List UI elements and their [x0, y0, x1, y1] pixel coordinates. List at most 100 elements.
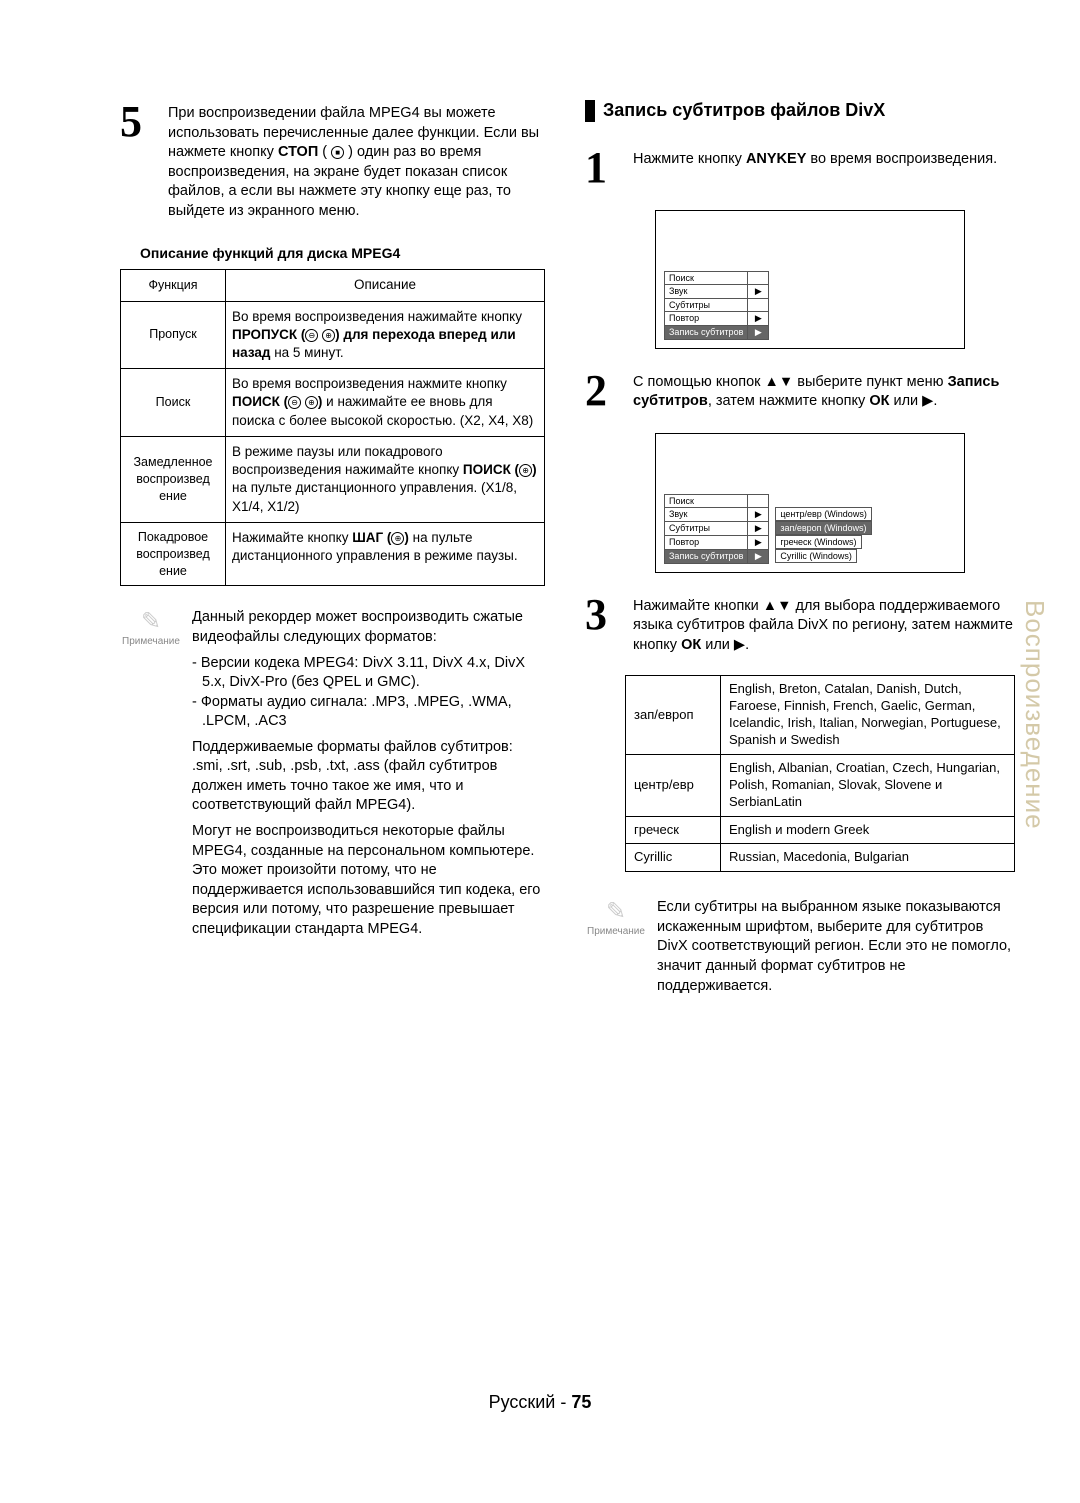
cell-region: Cyrillic [626, 844, 721, 872]
table-row: греческEnglish и modern Greek [626, 816, 1015, 844]
note-paragraph: Это может произойти потому, что не подде… [192, 861, 545, 939]
col-header-function: Функция [121, 270, 226, 301]
menu-arrow: ▶ [748, 535, 769, 549]
cell-langs: English, Albanian, Croatian, Czech, Hung… [721, 754, 1015, 816]
menu-item: Звук [665, 507, 748, 521]
cell-func: Поиск [121, 369, 226, 437]
screen-mock-1: Поиск Звук▶ Субтитры Повтор▶ Запись субт… [655, 210, 965, 349]
note-label: Примечание [587, 926, 645, 937]
text-fragment: Во время воспроизведения нажимайте кнопк… [232, 309, 522, 324]
note-text: Данный рекордер может воспроизводить сжа… [192, 608, 545, 939]
text-fragment: Нажимайте кнопку [232, 530, 352, 545]
screen-mock-2: Поиск Звук▶центр/евр (Windows) Субтитры▶… [655, 433, 965, 573]
submenu-item-selected: зап/европ (Windows) [775, 521, 871, 535]
prev-icon: ⊖ [305, 329, 318, 342]
step-icon: ⊕ [391, 532, 404, 545]
menu-arrow: ▶ [748, 284, 769, 298]
step-number: 3 [585, 593, 623, 656]
step-3: 3 Нажимайте кнопки ▲▼ для выбора поддерж… [585, 593, 1015, 656]
note-text: Если субтитры на выбранном языке показыв… [657, 898, 1015, 996]
cell-region: греческ [626, 816, 721, 844]
menu-item: Звук [665, 284, 748, 298]
submenu-item: центр/евр (Windows) [775, 507, 871, 521]
text-bold: ПОИСК ( [463, 462, 519, 477]
section-tab: Воспроизведение [1019, 600, 1050, 830]
table-row: зап/европEnglish, Breton, Catalan, Danis… [626, 676, 1015, 755]
table-row: Поиск Во время воспроизведения нажмите к… [121, 369, 545, 437]
step-text: С помощью кнопок ▲▼ выберите пункт меню … [633, 369, 1015, 413]
list-item: Версии кодека MPEG4: DivX 3.11, DivX 4.x… [192, 654, 545, 693]
cell-region: центр/евр [626, 754, 721, 816]
onscreen-menu: Поиск Звук▶центр/евр (Windows) Субтитры▶… [664, 494, 873, 564]
onscreen-menu: Поиск Звук▶ Субтитры Повтор▶ Запись субт… [664, 271, 769, 340]
cell-desc: В режиме паузы или покадрового воспроизв… [226, 436, 545, 522]
menu-item: Поиск [665, 494, 748, 507]
cell-func: Пропуск [121, 301, 226, 369]
table-row: CyrillicRussian, Macedonia, Bulgarian [626, 844, 1015, 872]
note-label: Примечание [122, 636, 180, 647]
menu-item: Субтитры [665, 521, 748, 535]
note-paragraph: Поддерживаемые форматы файлов субтитров:… [192, 738, 545, 816]
text-bold: ПОИСК ( [232, 394, 288, 409]
text-bold: ОК [681, 637, 701, 653]
step-text: При воспроизведении файла MPEG4 вы может… [168, 100, 545, 221]
menu-arrow [748, 298, 769, 311]
menu-arrow [748, 494, 769, 507]
menu-arrow: ▶ [748, 521, 769, 535]
rew-icon: ⊖ [288, 396, 301, 409]
text-fragment: С помощью кнопок ▲▼ выберите пункт меню [633, 374, 948, 390]
page-footer: Русский - 75 [0, 1392, 1080, 1413]
cell-langs: Russian, Macedonia, Bulgarian [721, 844, 1015, 872]
step-number: 1 [585, 146, 623, 190]
menu-item: Поиск [665, 271, 748, 284]
text-fragment: на пульте дистанционного управления. (X1… [232, 480, 517, 513]
left-column: 5 При воспроизведении файла MPEG4 вы мож… [120, 100, 545, 996]
page-number: 75 [571, 1392, 591, 1412]
menu-item-selected: Запись субтитров [665, 325, 748, 339]
text-bold: ШАГ ( [352, 530, 391, 545]
menu-arrow: ▶ [748, 549, 769, 563]
menu-arrow [748, 271, 769, 284]
cell-desc: Нажимайте кнопку ШАГ (⊕) на пульте диста… [226, 522, 545, 586]
step-number: 2 [585, 369, 623, 413]
text-fragment: во время воспроизведения. [806, 151, 997, 167]
text-bold: ANYKEY [746, 151, 806, 167]
menu-item: Субтитры [665, 298, 748, 311]
text-fragment: или ▶. [889, 393, 937, 409]
text-bold: ПРОПУСК ( [232, 327, 305, 342]
cell-desc: Во время воспроизведения нажимайте кнопк… [226, 301, 545, 369]
stop-icon: ■ [331, 146, 344, 159]
submenu-item: греческ (Windows) [775, 535, 861, 549]
menu-arrow: ▶ [748, 325, 769, 339]
table-row: Покадровое воспроизвед ение Нажимайте кн… [121, 522, 545, 586]
cell-region: зап/европ [626, 676, 721, 755]
ff-icon: ⊕ [519, 464, 532, 477]
step-number: 5 [120, 100, 158, 221]
text-fragment: , затем нажмите кнопку [708, 393, 869, 409]
step-text: Нажимайте кнопки ▲▼ для выбора поддержив… [633, 593, 1015, 656]
table-heading: Описание функций для диска MPEG4 [120, 245, 545, 261]
menu-item: Повтор [665, 311, 748, 325]
next-icon: ⊕ [322, 329, 335, 342]
text-fragment: или ▶. [701, 637, 749, 653]
menu-item-selected: Запись субтитров [665, 549, 748, 563]
language-region-table: зап/европEnglish, Breton, Catalan, Danis… [625, 675, 1015, 872]
text-bold: ОК [869, 393, 889, 409]
table-row: Пропуск Во время воспроизведения нажимай… [121, 301, 545, 369]
list-item: Форматы аудио сигнала: .MP3, .MPEG, .WMA… [192, 693, 545, 732]
cell-langs: English, Breton, Catalan, Danish, Dutch,… [721, 676, 1015, 755]
step-text: Нажмите кнопку ANYKEY во время воспроизв… [633, 146, 997, 190]
ff-icon: ⊕ [305, 396, 318, 409]
cell-desc: Во время воспроизведения нажмите кнопку … [226, 369, 545, 437]
text-fragment: В режиме паузы или покадрового воспроизв… [232, 444, 463, 477]
cell-func: Замедленное воспроизвед ение [121, 436, 226, 522]
text-fragment: Во время воспроизведения нажмите кнопку [232, 376, 507, 391]
footer-language: Русский [489, 1392, 556, 1412]
right-column: Запись субтитров файлов DivX 1 Нажмите к… [585, 100, 1015, 996]
menu-arrow: ▶ [748, 311, 769, 325]
note-icon: ✎ Примечание [120, 608, 182, 939]
text-fragment: на 5 минут. [270, 345, 343, 360]
step-1: 1 Нажмите кнопку ANYKEY во время воспрои… [585, 146, 1015, 190]
note-block: ✎ Примечание Данный рекордер может воспр… [120, 608, 545, 939]
section-heading: Запись субтитров файлов DivX [585, 100, 1015, 122]
